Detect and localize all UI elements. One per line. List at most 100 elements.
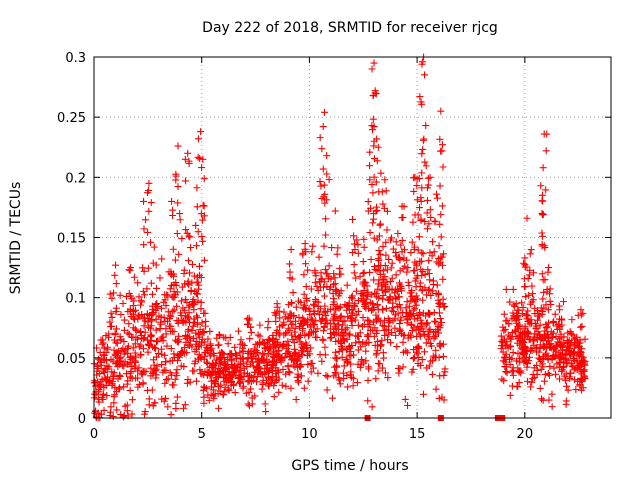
data-point xyxy=(557,341,565,349)
data-point xyxy=(300,271,308,279)
data-point xyxy=(320,323,328,331)
data-point xyxy=(201,348,209,356)
data-point xyxy=(129,344,137,352)
data-point xyxy=(320,181,328,189)
data-point xyxy=(418,60,426,68)
data-point xyxy=(341,317,349,325)
data-point xyxy=(437,233,445,241)
data-point xyxy=(311,333,319,341)
data-point xyxy=(366,298,374,306)
data-point xyxy=(417,98,425,106)
data-point xyxy=(545,264,553,272)
data-point xyxy=(556,359,564,367)
data-point xyxy=(308,248,316,256)
data-point xyxy=(152,304,160,312)
data-point xyxy=(418,150,426,158)
data-point xyxy=(258,355,266,363)
data-point xyxy=(538,229,546,237)
data-point xyxy=(535,354,543,362)
data-point xyxy=(99,391,107,399)
data-point xyxy=(335,347,343,355)
data-point xyxy=(389,299,397,307)
data-point xyxy=(420,328,428,336)
data-point xyxy=(239,340,247,348)
y-tick-label: 0.1 xyxy=(65,292,86,307)
data-point xyxy=(543,323,551,331)
data-point xyxy=(150,366,158,374)
data-point xyxy=(316,283,324,291)
data-point xyxy=(352,287,360,295)
data-point xyxy=(543,130,551,138)
data-point xyxy=(368,306,376,314)
data-point xyxy=(343,355,351,363)
data-point xyxy=(403,349,411,357)
data-point xyxy=(409,218,417,226)
data-point xyxy=(530,336,538,344)
data-point xyxy=(280,308,288,316)
data-point xyxy=(548,354,556,362)
data-point xyxy=(193,312,201,320)
data-point xyxy=(364,376,372,384)
data-point xyxy=(405,302,413,310)
data-point xyxy=(288,275,296,283)
data-point xyxy=(562,370,570,378)
data-point xyxy=(325,176,333,184)
data-point xyxy=(430,328,438,336)
data-point xyxy=(554,338,562,346)
data-point xyxy=(572,386,580,394)
data-point xyxy=(414,360,422,367)
data-point xyxy=(152,261,160,269)
data-point xyxy=(523,327,531,335)
data-point xyxy=(204,391,212,399)
data-point xyxy=(377,220,385,228)
data-point xyxy=(340,374,348,382)
data-point xyxy=(348,292,356,300)
data-point xyxy=(108,381,116,389)
data-point xyxy=(500,354,508,362)
data-point xyxy=(387,339,395,347)
data-point xyxy=(560,362,568,370)
data-point xyxy=(272,358,280,366)
data-point xyxy=(112,280,120,288)
data-point xyxy=(392,331,400,339)
data-point xyxy=(500,310,508,318)
data-point xyxy=(510,314,518,322)
data-point xyxy=(159,333,167,341)
data-point xyxy=(113,353,121,361)
data-point xyxy=(358,323,366,331)
data-point xyxy=(214,341,222,349)
data-point xyxy=(333,287,341,295)
data-point xyxy=(435,260,443,268)
data-point xyxy=(215,404,223,412)
data-point xyxy=(563,337,571,345)
data-point xyxy=(152,326,160,334)
data-point xyxy=(506,298,514,306)
data-point xyxy=(325,262,333,270)
data-point xyxy=(270,393,278,401)
data-point xyxy=(436,135,444,143)
data-point xyxy=(431,217,439,225)
data-point xyxy=(503,369,511,377)
data-point xyxy=(283,345,291,353)
data-point xyxy=(213,334,221,342)
data-point xyxy=(286,268,294,276)
data-point xyxy=(184,257,192,265)
data-point xyxy=(153,338,161,346)
data-point xyxy=(127,352,135,360)
data-point xyxy=(127,367,135,375)
data-point xyxy=(537,182,545,190)
data-point xyxy=(176,210,184,218)
data-point xyxy=(372,375,380,383)
data-point xyxy=(306,350,314,358)
data-point xyxy=(421,158,429,166)
data-point xyxy=(157,313,165,321)
data-point xyxy=(375,262,383,270)
data-point xyxy=(304,377,312,385)
data-point xyxy=(190,306,198,314)
data-point xyxy=(577,323,585,331)
data-point xyxy=(523,214,531,222)
data-point xyxy=(366,268,374,276)
data-point xyxy=(432,385,440,393)
data-point xyxy=(497,332,505,340)
data-point xyxy=(322,231,330,239)
